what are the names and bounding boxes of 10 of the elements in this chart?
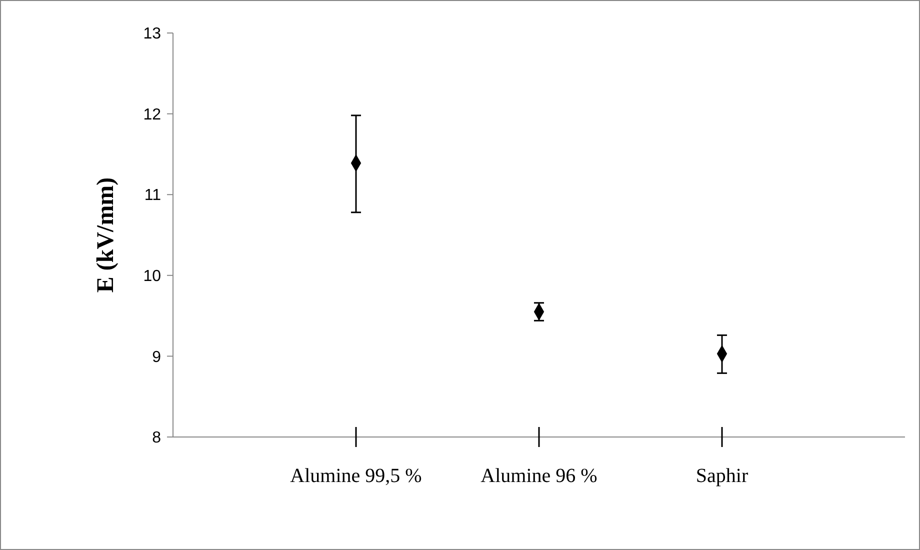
y-tick-label: 9: [152, 348, 162, 366]
x-tick-label: Saphir: [696, 465, 748, 487]
x-tick-label: Alumine 99,5 %: [290, 465, 422, 487]
y-axis-title: E (kV/mm): [93, 177, 119, 293]
x-tick-label: Alumine 96 %: [480, 465, 598, 487]
y-tick-label: 12: [143, 106, 162, 124]
y-tick-label: 11: [144, 187, 162, 204]
y-tick-label: 10: [143, 268, 162, 285]
y-tick-label: 13: [143, 26, 162, 43]
y-tick-label: 8: [152, 430, 162, 447]
